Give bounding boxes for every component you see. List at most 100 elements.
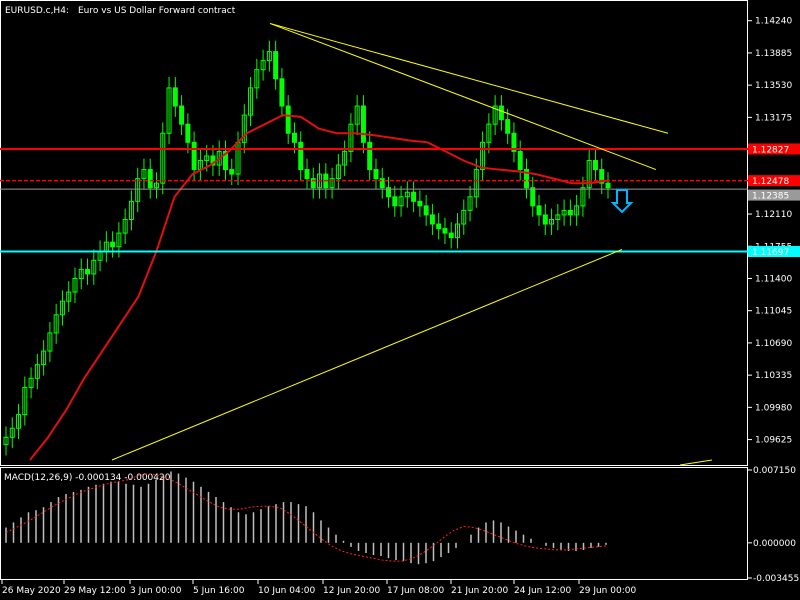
- candle-body: [260, 60, 266, 71]
- price-tick-label: 1.13175: [755, 113, 792, 123]
- trendline-middle[interactable]: [269, 22, 657, 171]
- candle-body: [580, 187, 586, 207]
- candle-body: [248, 87, 254, 116]
- candle-body: [586, 159, 592, 189]
- candle-body: [461, 209, 467, 225]
- svg-text:1.12827: 1.12827: [752, 145, 789, 155]
- candle-body: [455, 223, 460, 239]
- candle-body: [530, 187, 536, 207]
- candle-body: [536, 205, 542, 216]
- candle-body: [592, 159, 598, 171]
- candle-body: [473, 169, 479, 198]
- candlesticks: [3, 40, 611, 456]
- time-tick-label: 17 Jun 08:00: [387, 586, 444, 596]
- badge-resistance: 1.12827: [748, 143, 800, 155]
- candle-body: [549, 218, 555, 225]
- candle-body: [574, 205, 580, 216]
- candle-body: [41, 350, 47, 366]
- price-tick-label: 1.09625: [755, 436, 792, 446]
- candle-body: [172, 87, 178, 107]
- candle-body: [505, 119, 511, 134]
- candle-body: [179, 105, 185, 125]
- candle-body: [486, 123, 492, 143]
- candle-body: [417, 200, 423, 207]
- time-tick-label: 29 Jun 00:00: [579, 586, 636, 596]
- candle-body: [555, 214, 561, 220]
- candle-body: [360, 105, 366, 143]
- macd-pane-frame: [0, 467, 748, 580]
- candle-body: [335, 164, 341, 180]
- candle-body: [47, 332, 53, 352]
- svg-text:1.11697: 1.11697: [752, 248, 789, 258]
- candle-body: [392, 196, 398, 207]
- candle-body: [141, 169, 147, 180]
- candle-body: [91, 259, 97, 275]
- macd-label: MACD(12,26,9) -0.000134 -0.000420: [4, 473, 171, 483]
- trendline-upper[interactable]: [269, 22, 669, 134]
- candle-body: [210, 155, 216, 166]
- price-tick-label: 1.10690: [755, 339, 792, 349]
- candle-body: [59, 300, 65, 316]
- macd-histogram: [5, 471, 607, 565]
- trendline-macd-pane[interactable]: [679, 459, 713, 466]
- candle-body: [373, 169, 379, 180]
- candle-body: [411, 191, 417, 202]
- candle-body: [116, 232, 122, 248]
- candle-body: [386, 187, 392, 198]
- candle-body: [185, 123, 191, 143]
- time-tick-label: 3 Jun 00:00: [130, 586, 182, 596]
- candle-body: [367, 141, 373, 171]
- candle-body: [498, 105, 504, 121]
- candle-body: [517, 150, 523, 171]
- candle-body: [398, 196, 404, 207]
- candle-body: [135, 178, 141, 202]
- candle-body: [28, 377, 34, 388]
- candle-body: [448, 232, 454, 239]
- candle-body: [429, 214, 435, 225]
- candle-body: [229, 169, 235, 175]
- candle-body: [241, 114, 247, 143]
- candle-body: [436, 223, 442, 230]
- candle-body: [329, 178, 335, 189]
- time-tick-label: 29 May 12:00: [64, 586, 126, 596]
- candle-body: [354, 105, 360, 125]
- candle-body: [53, 314, 59, 334]
- candle-body: [191, 141, 197, 171]
- candle-body: [304, 169, 310, 180]
- chart-symbol: EURUSD.c,H4:: [5, 6, 69, 16]
- price-tick-label: 1.11400: [755, 274, 792, 284]
- candle-body: [254, 69, 260, 89]
- candle-body: [285, 105, 291, 134]
- time-tick-label: 26 May 2020: [2, 586, 61, 596]
- candle-body: [442, 228, 448, 234]
- candle-body: [605, 182, 611, 189]
- candle-body: [467, 196, 473, 211]
- price-pane-frame: [0, 0, 748, 466]
- candle-body: [542, 214, 548, 225]
- price-tick-label: 1.10335: [755, 371, 792, 381]
- candle-body: [348, 123, 354, 152]
- candle-body: [85, 268, 91, 275]
- candle-body: [599, 169, 605, 184]
- candle-body: [204, 155, 210, 161]
- candle-body: [147, 169, 153, 189]
- trendline-lower[interactable]: [111, 248, 623, 461]
- time-tick-label: 12 Jun 20:00: [323, 586, 380, 596]
- candle-body: [291, 132, 297, 143]
- macd-tick-label: 0.000000: [753, 539, 796, 549]
- candle-body: [72, 277, 78, 293]
- svg-text:1.12385: 1.12385: [752, 192, 789, 202]
- candle-body: [298, 141, 304, 171]
- sell-arrow-icon[interactable]: [610, 189, 634, 214]
- time-axis: 26 May 2020 29 May 12:00 3 Jun 00:00 5 Jun …: [1, 580, 636, 596]
- candle-body: [310, 178, 316, 189]
- candle-body: [34, 364, 40, 379]
- price-tick-label: 1.13885: [755, 49, 792, 59]
- price-tick-label: 1.13530: [755, 81, 792, 91]
- candle-body: [567, 209, 573, 216]
- macd-tick-label: 0.007150: [753, 466, 796, 476]
- candle-body: [128, 200, 134, 220]
- candle-body: [78, 268, 84, 279]
- badge-level2: 1.12478: [748, 175, 800, 187]
